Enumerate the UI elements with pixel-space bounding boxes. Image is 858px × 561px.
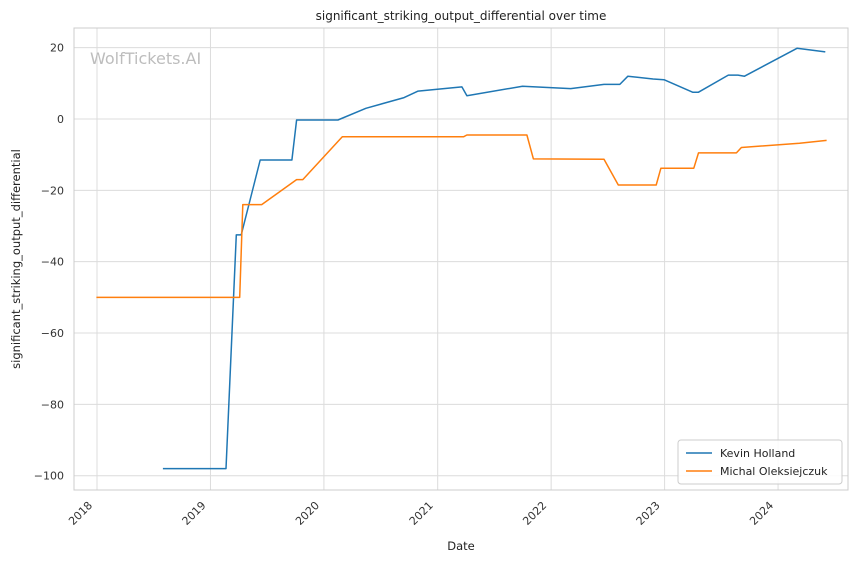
legend: Kevin Holland Michal Oleksiejczuk — [677, 439, 843, 485]
series-line-0 — [162, 47, 826, 470]
x-tick-label: 2021 — [407, 499, 436, 528]
y-axis-ticks: 20 0 −20 −40 −60 −80 −100 — [34, 42, 64, 483]
y-tick-label: −40 — [41, 256, 64, 269]
y-tick-label: −80 — [41, 398, 64, 411]
y-tick-label: −20 — [41, 184, 64, 197]
x-axis-ticks: 2018 2019 2020 2021 2022 2023 2024 — [66, 499, 776, 528]
x-tick-label: 2020 — [293, 499, 322, 528]
x-tick-label: 2024 — [747, 499, 776, 528]
y-tick-label: −60 — [41, 327, 64, 340]
plot-frame — [73, 27, 849, 491]
x-axis-label: Date — [447, 539, 475, 553]
series-group — [96, 47, 827, 470]
y-axis-label: significant_striking_output_differential — [9, 149, 23, 369]
series-line-1 — [96, 134, 827, 299]
legend-label-0: Kevin Holland — [720, 447, 795, 460]
watermark: WolfTickets.AI — [90, 49, 201, 68]
x-tick-label: 2023 — [634, 499, 663, 528]
x-tick-label: 2019 — [180, 499, 209, 528]
grid — [74, 28, 848, 490]
y-tick-label: −100 — [34, 470, 64, 483]
x-tick-label: 2018 — [66, 499, 95, 528]
chart-title: significant_striking_output_differential… — [316, 9, 607, 23]
x-tick-label: 2022 — [520, 499, 549, 528]
legend-box — [677, 439, 843, 485]
y-tick-label: 20 — [50, 42, 64, 55]
legend-label-1: Michal Oleksiejczuk — [720, 465, 828, 478]
y-tick-label: 0 — [57, 113, 64, 126]
